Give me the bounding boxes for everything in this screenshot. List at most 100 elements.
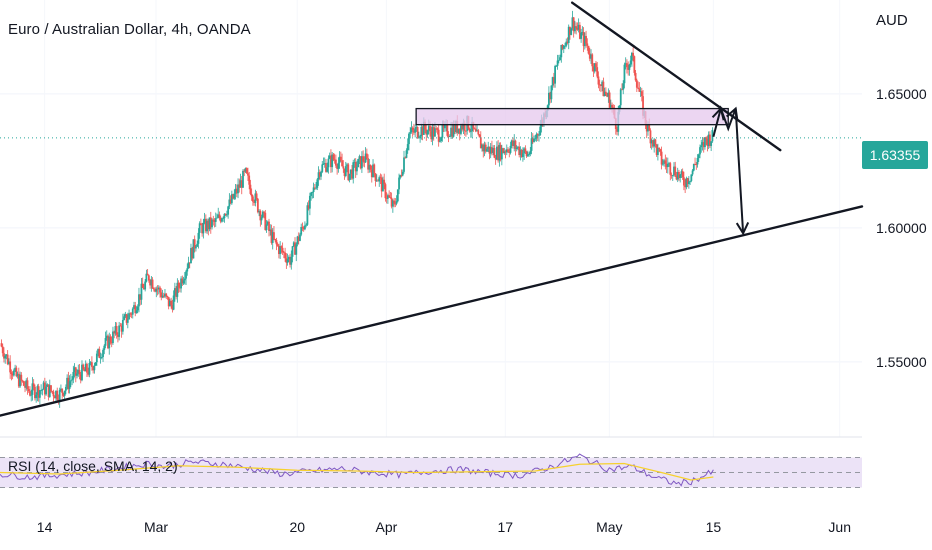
candle-body	[164, 293, 166, 297]
projection-arrowhead	[711, 106, 725, 121]
candle-body	[139, 294, 142, 300]
candle-body	[317, 172, 320, 180]
candle	[204, 214, 207, 234]
candle	[90, 356, 93, 371]
candle-body	[115, 326, 118, 335]
candle	[484, 142, 487, 154]
candle-body	[535, 134, 538, 139]
candle	[203, 212, 206, 225]
candle-body	[243, 170, 246, 172]
candle	[458, 128, 461, 141]
candle-body	[602, 81, 605, 97]
candle	[633, 55, 636, 76]
candle-body	[192, 239, 195, 259]
candle-body	[94, 362, 97, 366]
candle	[413, 123, 415, 135]
price-tick-label: 1.65000	[876, 86, 927, 102]
candle-body	[11, 373, 14, 376]
candle-body	[108, 336, 111, 349]
candle-body	[370, 169, 373, 178]
candle	[74, 366, 77, 383]
price-tick-label: 1.60000	[876, 220, 927, 236]
candle-body	[114, 326, 117, 334]
candle	[538, 131, 540, 142]
candle-body	[398, 177, 400, 190]
candle	[608, 90, 611, 110]
candle-body	[58, 389, 61, 402]
candle	[224, 213, 227, 216]
candle	[681, 168, 684, 180]
candle	[198, 221, 201, 239]
candle	[440, 136, 443, 143]
candle	[302, 225, 305, 232]
candle-body	[624, 63, 627, 65]
candle-body	[311, 192, 314, 193]
candle	[360, 151, 363, 173]
candle	[711, 127, 714, 143]
candle-body	[474, 128, 477, 132]
candle-body	[312, 187, 315, 193]
candle-body	[451, 127, 454, 137]
candle-body	[591, 54, 594, 67]
candle-body	[697, 154, 700, 159]
candle-body	[343, 168, 346, 177]
candle	[414, 124, 417, 138]
candle	[214, 212, 217, 227]
candle-body	[0, 343, 3, 347]
candle	[53, 395, 56, 399]
candle-body	[354, 162, 357, 172]
candle-body	[525, 151, 528, 157]
candle-body	[549, 92, 552, 100]
candle-body	[404, 157, 407, 159]
candle	[367, 154, 369, 174]
candle	[377, 179, 379, 182]
candle	[578, 22, 581, 40]
candle-body	[455, 121, 457, 133]
price-axis: 1.55000 1.60000 1.65000	[876, 86, 927, 370]
candle	[206, 218, 208, 234]
time-tick-label: 17	[498, 519, 514, 535]
candle	[185, 269, 187, 285]
candle-body	[225, 214, 228, 216]
candle-body	[465, 130, 467, 132]
candle-body	[51, 391, 54, 392]
candle	[410, 121, 413, 134]
candle	[0, 339, 3, 348]
candle	[38, 389, 41, 405]
candle	[536, 133, 539, 142]
candle-body	[637, 87, 639, 89]
candle-body	[648, 124, 651, 131]
candle	[327, 155, 330, 174]
candle	[3, 347, 5, 363]
candle-body	[97, 349, 99, 354]
candle-body	[562, 45, 565, 49]
candle	[318, 169, 321, 181]
candle-body	[414, 128, 417, 133]
candle	[400, 169, 403, 178]
candle-body	[109, 336, 112, 343]
candle	[34, 384, 36, 401]
candle-body	[486, 149, 488, 152]
candle-body	[559, 57, 561, 61]
candle	[704, 137, 706, 150]
candle	[586, 38, 589, 51]
candle	[665, 157, 668, 174]
candle	[259, 209, 262, 227]
candle	[263, 211, 265, 219]
candle-body	[561, 44, 564, 49]
candle-body	[391, 200, 394, 207]
candle	[481, 143, 483, 152]
candle	[619, 87, 622, 109]
candle-body	[130, 313, 133, 315]
candle	[222, 216, 225, 222]
candle	[389, 191, 392, 199]
candle	[321, 160, 324, 174]
candle	[391, 199, 394, 213]
candle	[656, 143, 659, 161]
candle	[416, 126, 419, 139]
candle-body	[50, 385, 52, 392]
candle-body	[240, 180, 243, 188]
candle	[390, 192, 393, 209]
candle-body	[237, 184, 239, 194]
